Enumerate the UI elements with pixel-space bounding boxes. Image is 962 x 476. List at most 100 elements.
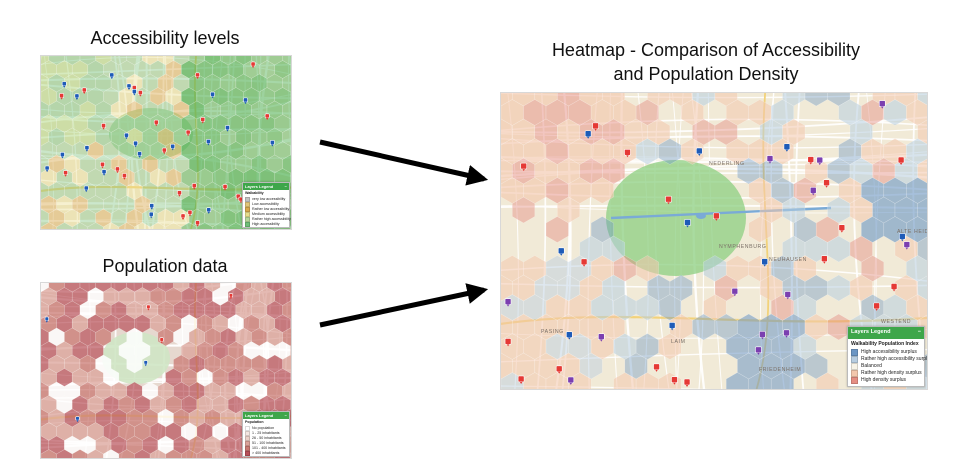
hex-cell (126, 56, 143, 66)
poi-marker-icon (665, 195, 672, 203)
hex-cell (149, 195, 166, 214)
hex-cell (290, 199, 291, 210)
heatmap-title: Heatmap - Comparison of Accessibility an… (500, 38, 912, 86)
poi-marker-pin (881, 106, 884, 109)
legend-header[interactable]: Layers Legend − (848, 326, 924, 339)
poi-marker-icon (195, 72, 200, 78)
poi-marker-icon (624, 148, 631, 156)
poi-marker-icon (84, 145, 90, 151)
poi-marker-icon (63, 170, 68, 176)
hex-cell (41, 114, 57, 133)
legend-item: 1 - 25 inhabitants (243, 431, 289, 436)
poi-marker-pin (673, 382, 676, 385)
hex-cell (95, 181, 112, 201)
poi-marker-icon (81, 87, 87, 93)
hex-cell (95, 73, 112, 93)
hex-cell (103, 195, 120, 214)
park-area (606, 160, 746, 276)
legend-swatch (245, 436, 250, 441)
legend-header[interactable]: Layers Legend − (243, 412, 289, 420)
hex-cell (157, 181, 174, 201)
poi-marker-icon (228, 293, 234, 298)
hex-cell (290, 372, 291, 383)
hex-cell (71, 114, 89, 133)
hex-cell (118, 114, 135, 133)
poi-marker-icon (59, 93, 64, 98)
poi-marker-icon (109, 72, 115, 78)
hex-cell (48, 73, 65, 93)
poi-marker-pin (557, 371, 561, 374)
hex-cell (134, 168, 151, 187)
district-label: PASING (541, 329, 564, 335)
poi-marker-icon (60, 152, 65, 157)
district-label: NEUHAUSEN (769, 257, 807, 263)
poi-marker-pin (138, 155, 141, 158)
hex-cell (95, 56, 112, 66)
legend-item-label: High density surplus (861, 377, 907, 384)
collapse-icon[interactable]: − (917, 329, 921, 336)
poi-marker-pin (506, 344, 510, 347)
collapse-icon[interactable]: − (284, 412, 287, 418)
poi-marker-icon (250, 61, 256, 67)
hex-cell (56, 87, 73, 106)
poi-marker-pin (85, 149, 89, 152)
poi-marker-icon (61, 81, 67, 87)
hex-cell (793, 255, 817, 282)
poi-marker-icon (206, 138, 211, 144)
hex-cell (64, 100, 81, 120)
poi-marker-pin (899, 162, 903, 165)
legend-item-label: > 400 inhabitants (252, 451, 280, 456)
heatmap-title-line-1: Heatmap - Comparison of Accessibility (551, 40, 861, 60)
poi-marker-pin (134, 145, 137, 148)
legend-swatch (851, 356, 858, 363)
legend-title: Layers Legend (245, 183, 274, 189)
legend-header[interactable]: Layers Legend − (243, 183, 289, 191)
poi-marker-pin (560, 253, 563, 256)
poi-marker-icon (137, 151, 142, 157)
hex-cell (512, 274, 536, 302)
district-label: NYMPHENBURG (719, 244, 767, 250)
hex-cell (134, 222, 151, 229)
hex-cell (87, 114, 104, 133)
legend-item-label: Rather high density surplus (861, 370, 922, 377)
hex-cell (71, 168, 89, 187)
poi-marker-icon (225, 125, 230, 130)
poi-marker-pin (139, 94, 142, 97)
hex-cell (103, 114, 120, 133)
poi-marker-pin (45, 170, 49, 173)
hex-cell (804, 93, 828, 107)
hex-cell (827, 235, 851, 263)
poi-marker-icon (671, 376, 678, 384)
poi-marker-pin (586, 136, 590, 139)
hex-cell (126, 100, 143, 120)
poi-marker-icon (684, 219, 691, 226)
hex-cell (815, 372, 839, 389)
poi-marker-icon (200, 116, 206, 122)
hex-cell (635, 294, 659, 321)
hex-cell (669, 274, 693, 302)
poi-marker-icon (131, 89, 137, 94)
hex-cell (290, 145, 291, 156)
poi-marker-pin (223, 188, 227, 191)
poi-marker-icon (210, 91, 215, 97)
poi-marker-icon (177, 190, 182, 196)
hex-cell (149, 87, 166, 106)
hex-cell (658, 333, 682, 360)
poi-marker-pin (127, 87, 131, 90)
hex-cell (290, 426, 291, 437)
collapse-icon[interactable]: − (284, 183, 287, 189)
hex-cell (64, 154, 81, 174)
poi-marker-pin (569, 382, 573, 385)
poi-marker-pin (102, 173, 106, 176)
poi-marker-icon (555, 365, 563, 373)
poi-markers (44, 61, 275, 227)
hex-cell (87, 222, 104, 229)
poi-marker-icon (784, 291, 792, 298)
hex-cell (118, 60, 135, 79)
heatmap-map: NEUHAUSEN NYMPHENBURG FRIEDENHEIM LAIM NEDER… (500, 92, 928, 390)
poi-marker-icon (264, 113, 270, 119)
poi-marker-pin (892, 289, 896, 292)
poi-marker-pin (840, 230, 844, 233)
legend-swatch (245, 426, 250, 431)
poi-marker-pin (271, 144, 274, 147)
